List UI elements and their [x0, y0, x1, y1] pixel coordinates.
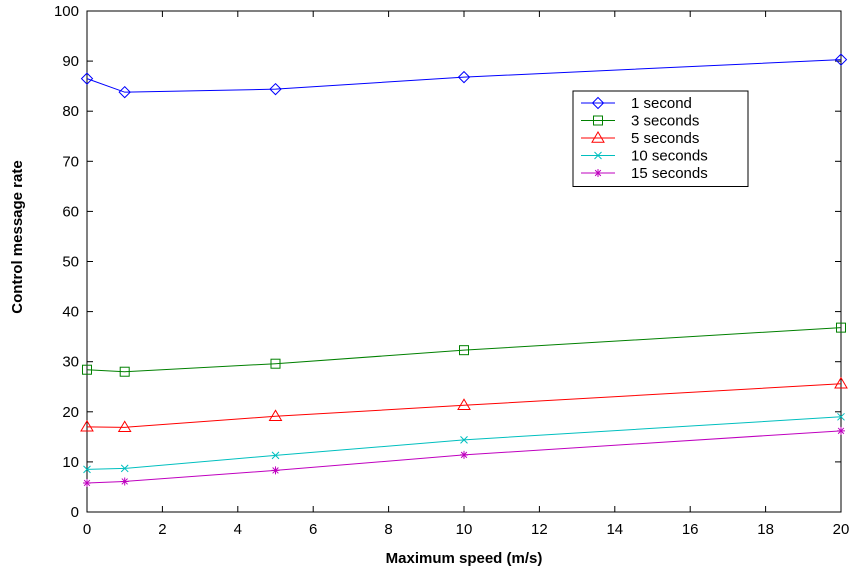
y-axis-title: Control message rate	[9, 160, 26, 313]
data-point	[80, 72, 94, 85]
series-line	[86, 383, 842, 428]
legend-marker	[593, 115, 603, 126]
data-point	[120, 464, 129, 473]
legend-label: 1 second	[631, 95, 692, 112]
x-axis: 0 2 4 6 8 10 12 14 16 18 20	[83, 11, 850, 538]
data-point	[268, 409, 283, 422]
legend-item: 10 seconds	[581, 148, 708, 165]
data-point	[459, 345, 469, 356]
data-point	[271, 466, 280, 475]
series-10-seconds	[83, 412, 845, 474]
x-tick-label: 6	[309, 521, 317, 538]
data-point	[269, 82, 282, 96]
series-layer	[80, 53, 848, 487]
legend-label: 3 seconds	[631, 113, 699, 130]
series-line	[86, 327, 842, 373]
data-point	[118, 85, 131, 99]
legend-marker	[594, 151, 602, 160]
y-tick-label: 40	[62, 304, 79, 321]
legend-marker	[594, 169, 602, 177]
legend-marker	[591, 131, 605, 143]
legend-item: 15 seconds	[581, 165, 708, 182]
y-tick-label: 0	[71, 504, 79, 521]
data-point	[270, 358, 281, 369]
data-point	[83, 478, 91, 487]
x-tick-label: 12	[531, 521, 548, 538]
data-point	[836, 322, 846, 333]
data-point	[82, 364, 92, 375]
data-point	[834, 376, 848, 389]
x-tick-label: 10	[456, 521, 473, 538]
data-point	[83, 465, 91, 474]
data-point	[460, 450, 468, 459]
data-point	[119, 366, 130, 377]
x-tick-label: 2	[158, 521, 166, 538]
y-tick-label: 20	[62, 404, 79, 421]
series-15-seconds	[83, 426, 845, 487]
data-point	[837, 412, 845, 421]
series-line	[86, 416, 842, 470]
y-tick-label: 70	[62, 153, 79, 170]
x-tick-label: 0	[83, 521, 91, 538]
legend-item: 5 seconds	[581, 130, 699, 147]
plot-area	[86, 10, 842, 513]
data-point	[117, 420, 132, 433]
series-5-seconds	[80, 376, 848, 433]
series-1-second	[80, 53, 848, 99]
data-point	[80, 419, 94, 432]
x-tick-label: 4	[234, 521, 242, 538]
y-tick-label: 90	[62, 53, 79, 70]
x-tick-label: 14	[606, 521, 623, 538]
x-tick-label: 20	[833, 521, 850, 538]
data-point	[457, 398, 471, 410]
data-point	[271, 451, 280, 460]
plot-frame	[86, 10, 842, 513]
y-tick-label: 80	[62, 103, 79, 120]
x-tick-label: 8	[384, 521, 392, 538]
data-point	[457, 70, 471, 84]
series-line	[86, 59, 842, 93]
y-tick-label: 100	[54, 3, 79, 20]
y-tick-label: 50	[62, 254, 79, 271]
y-tick-label: 30	[62, 354, 79, 371]
x-axis-title: Maximum speed (m/s)	[386, 550, 543, 567]
series-3-seconds	[82, 322, 846, 377]
legend-item: 3 seconds	[581, 113, 699, 130]
legend-label: 5 seconds	[631, 130, 699, 147]
legend-item: 1 second	[581, 95, 692, 112]
legend-marker	[591, 96, 605, 110]
legend-label: 10 seconds	[631, 148, 708, 165]
y-tick-label: 60	[62, 203, 79, 220]
y-tick-label: 10	[62, 454, 79, 471]
legend-label: 15 seconds	[631, 165, 708, 182]
y-axis: 0 10 20 30 40 50 60 70 80 90 100	[54, 3, 841, 521]
data-point	[460, 436, 468, 444]
data-point	[837, 426, 845, 435]
x-tick-label: 18	[757, 521, 774, 538]
data-point	[120, 477, 129, 486]
data-point	[834, 53, 848, 66]
x-tick-label: 16	[682, 521, 699, 538]
